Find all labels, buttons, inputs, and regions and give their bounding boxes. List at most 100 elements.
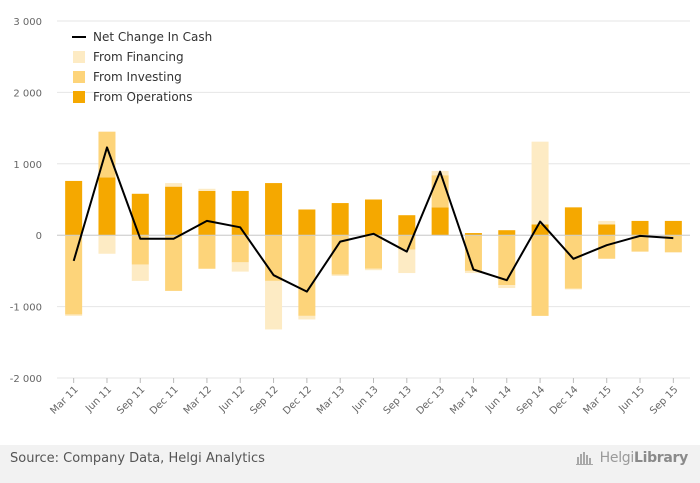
bar-from-operations	[598, 224, 616, 236]
bar-from-operations	[131, 193, 149, 236]
bar-from-investing	[131, 235, 149, 265]
legend-item-investing[interactable]: From Investing	[72, 67, 212, 87]
line-net-change-in-cash	[72, 146, 674, 293]
bar-from-operations	[431, 207, 449, 236]
bar-from-financing	[498, 285, 516, 289]
bar-from-investing	[165, 235, 183, 291]
x-tick-label: Sep 15	[648, 384, 680, 416]
x-tick-label: Dec 13	[415, 384, 448, 417]
x-tick-label: Jun 13	[350, 384, 381, 415]
y-tick-label: 2 000	[13, 88, 42, 99]
x-tick-label: Mar 12	[182, 384, 214, 416]
x-tick-label: Mar 15	[581, 384, 613, 416]
x-tick-label: Sep 14	[515, 384, 547, 416]
legend-label-financing: From Financing	[93, 50, 184, 64]
source-note: Source: Company Data, Helgi Analytics	[10, 451, 265, 466]
bar-from-investing	[65, 235, 83, 315]
bar-from-financing	[464, 270, 482, 274]
bar-from-investing	[331, 235, 349, 275]
bar-from-operations	[398, 215, 416, 236]
bar-from-investing	[531, 235, 549, 316]
bar-from-financing	[398, 249, 416, 274]
bar-from-operations	[498, 230, 516, 236]
bar-from-operations	[65, 180, 83, 236]
x-tick-label: Jun 15	[616, 384, 647, 415]
bar-from-investing	[365, 235, 382, 269]
x-tick-label: Mar 11	[48, 384, 80, 416]
x-tick-label: Mar 14	[448, 384, 480, 416]
y-tick-label: 0	[36, 231, 42, 242]
y-tick-label: 1 000	[13, 160, 42, 171]
bar-from-financing	[65, 314, 83, 316]
x-tick-label: Jun 14	[483, 384, 514, 415]
y-tick-label: 3 000	[13, 17, 42, 28]
x-tick-label: Sep 13	[382, 384, 414, 416]
bar-from-financing	[198, 188, 216, 191]
bar-from-investing	[631, 235, 649, 252]
bar-from-financing	[98, 235, 116, 254]
x-tick-label: Sep 12	[248, 384, 280, 416]
x-tick-label: Jun 12	[217, 384, 248, 415]
x-tick-label: Jun 11	[83, 384, 114, 415]
x-tick-label: Sep 11	[115, 384, 147, 416]
bar-from-financing	[165, 183, 183, 187]
bar-from-operations	[331, 203, 349, 236]
footer: Source: Company Data, Helgi Analytics He…	[0, 445, 700, 483]
x-tick-label: Dec 11	[148, 384, 181, 417]
x-axis: Mar 11 Jun 11 Sep 11 Dec 11 Mar 12 Jun 12 Sep …	[48, 378, 680, 417]
bar-from-financing	[231, 262, 249, 272]
bar-from-operations	[98, 177, 116, 236]
bar-from-financing	[365, 268, 382, 271]
bar-from-operations	[231, 190, 249, 236]
legend-item-financing[interactable]: From Financing	[72, 47, 212, 67]
bar-from-operations	[265, 183, 283, 236]
bar-from-operations	[631, 220, 649, 236]
bar-from-investing	[98, 131, 116, 178]
bar-from-financing	[598, 220, 616, 225]
bar-from-investing	[598, 235, 616, 259]
bar-from-financing	[265, 280, 283, 330]
bar-from-investing	[664, 235, 682, 253]
brand-logo[interactable]: HelgiLibrary	[575, 450, 689, 466]
bar-from-operations	[198, 190, 216, 236]
bar-from-operations	[365, 199, 382, 236]
bar-from-financing	[564, 288, 582, 290]
y-axis: 3 000 2 000 1 000 0 -1 000 -2 000	[10, 17, 42, 385]
library-logo-icon	[575, 452, 593, 465]
bar-from-operations	[564, 207, 582, 236]
legend-swatch-net-change	[72, 36, 86, 38]
x-tick-label: Mar 13	[315, 384, 347, 416]
y-tick-label: -2 000	[10, 374, 42, 385]
bar-from-operations	[298, 209, 316, 236]
bar-from-financing	[531, 141, 549, 225]
brand-name-bold: Library	[633, 450, 688, 466]
legend-item-net-change[interactable]: Net Change In Cash	[72, 27, 212, 47]
bar-from-investing	[564, 235, 582, 289]
bar-from-operations	[165, 186, 183, 236]
legend-swatch-financing	[73, 51, 85, 63]
bars	[65, 131, 682, 330]
bar-from-financing	[131, 264, 149, 281]
bar-from-operations	[531, 224, 549, 236]
legend-label-investing: From Investing	[93, 70, 182, 84]
legend-label-operations: From Operations	[93, 90, 193, 104]
x-tick-label: Dec 12	[281, 384, 314, 417]
bar-from-operations	[664, 220, 682, 236]
bar-from-investing	[464, 235, 482, 271]
legend-item-operations[interactable]: From Operations	[72, 87, 212, 107]
bar-from-investing	[298, 235, 316, 316]
bar-from-financing	[298, 315, 316, 320]
bar-from-investing	[231, 235, 249, 263]
legend-swatch-investing	[73, 71, 85, 83]
net-change-line	[72, 146, 674, 293]
bar-from-operations	[464, 233, 482, 236]
brand-name: HelgiLibrary	[599, 450, 689, 466]
brand-name-light: Helgi	[599, 450, 635, 466]
y-tick-label: -1 000	[10, 303, 42, 314]
legend-label-net-change: Net Change In Cash	[93, 30, 213, 44]
x-tick-label: Dec 14	[548, 384, 581, 417]
legend-swatch-operations	[73, 91, 85, 103]
bar-from-investing	[198, 235, 216, 269]
bar-from-financing	[331, 274, 349, 276]
